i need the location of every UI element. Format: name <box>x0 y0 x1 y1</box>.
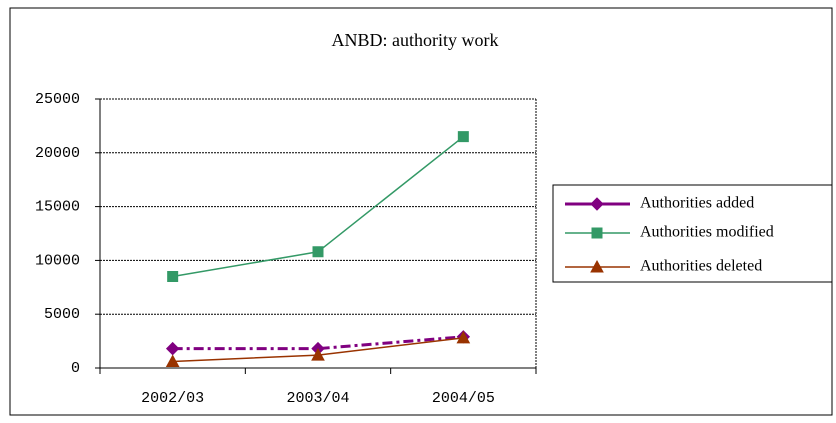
data-point <box>457 131 469 143</box>
chart-title: ANBD: authority work <box>332 30 499 50</box>
y-tick-label: 5000 <box>44 306 80 323</box>
data-point <box>165 354 180 368</box>
legend-marker <box>591 227 603 239</box>
y-tick-label: 20000 <box>35 145 80 162</box>
y-tick-label: 10000 <box>35 252 80 269</box>
legend-marker <box>590 259 604 273</box>
legend-label: Authorities deleted <box>640 258 762 275</box>
y-tick-label: 15000 <box>35 199 80 216</box>
x-tick-label: 2003/04 <box>286 390 349 407</box>
legend-label: Authorities added <box>640 195 754 212</box>
data-point <box>312 246 324 258</box>
y-tick-label: 25000 <box>35 91 80 108</box>
x-tick-label: 2002/03 <box>141 390 204 407</box>
legend-label: Authorities modified <box>640 224 774 241</box>
data-point <box>311 348 325 361</box>
data-point <box>167 271 179 283</box>
x-tick-label: 2004/05 <box>432 390 495 407</box>
series-line <box>172 335 464 351</box>
legend-marker <box>590 197 604 211</box>
y-tick-label: 0 <box>71 360 80 377</box>
data-point <box>456 330 471 344</box>
